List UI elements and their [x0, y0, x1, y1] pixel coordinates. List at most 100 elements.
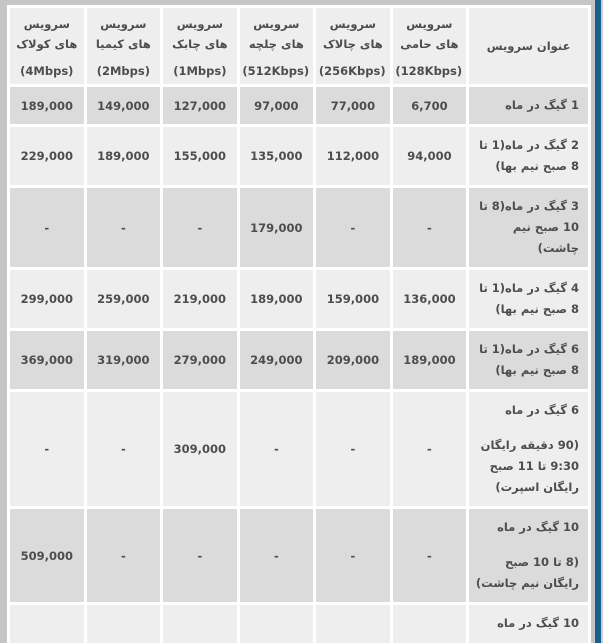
- row-title-text: 10 گیگ در ماه: [497, 520, 579, 534]
- table-row: 3 گیگ در ماه(8 تا 10 صبح نیم چاشت) - -179…: [10, 188, 588, 267]
- table-row: 6 گیگ در ماه(1 تا 8 صبح نیم بها) 189,000…: [10, 331, 588, 389]
- price-cell: 155,000: [163, 127, 237, 185]
- vertical-accent-bar: [595, 0, 601, 643]
- price-cell: 329,000: [239, 605, 314, 643]
- price-cell: -: [163, 509, 237, 602]
- price-cell: -: [10, 605, 84, 643]
- price-cell: 429,000: [86, 605, 161, 643]
- service-speed: (512Kbps): [242, 63, 310, 78]
- price-cell: -: [10, 188, 84, 267]
- row-title-text: (90 دقیقه رایگان 9:30 تا 11 صبح رایگان ا…: [480, 438, 579, 494]
- price-cell: 189,000: [10, 87, 84, 124]
- column-header: سرویس های چالاک (256Kbps): [316, 8, 390, 84]
- service-speed: (2Mbps): [96, 63, 150, 78]
- price-cell: 189,000: [392, 331, 467, 389]
- page-edge-strip: [601, 0, 603, 643]
- price-cell: -: [10, 392, 84, 506]
- table-row: 2 گیگ در ماه(1 تا 8 صبح نیم بها) 94,000 1…: [10, 127, 588, 185]
- column-header: سرویس های حامی (128Kbps): [392, 8, 467, 84]
- row-title-cell: 6 گیگ در ماه(1 تا 8 صبح نیم بها): [469, 331, 588, 389]
- price-cell: 509,000: [10, 509, 84, 602]
- row-title-text: 4 گیگ در ماه(1 تا 8 صبح نیم بها): [479, 281, 579, 316]
- price-cell: -: [392, 392, 467, 506]
- price-cell: 259,000: [86, 270, 161, 328]
- column-header: سرویس های کیمیا (2Mbps): [86, 8, 161, 84]
- price-cell: 189,000: [86, 127, 161, 185]
- price-cell: -: [239, 392, 314, 506]
- price-cell: 249,000: [239, 331, 314, 389]
- price-cell: -: [86, 188, 161, 267]
- service-speed: (128Kbps): [395, 63, 463, 78]
- service-name: سرویس های کیمیا: [95, 16, 151, 51]
- row-title-text: 6 گیگ در ماه: [505, 403, 579, 417]
- price-cell: -: [316, 392, 390, 506]
- service-name: سرویس های چالاک: [322, 16, 383, 51]
- price-cell: 112,000: [316, 127, 390, 185]
- price-cell: -: [392, 509, 467, 602]
- service-name: سرویس های کولاک: [16, 16, 78, 51]
- price-cell: 299,000: [10, 270, 84, 328]
- header-row: عنوان سرویس سرویس های حامی (128Kbps) سرو…: [10, 8, 588, 84]
- price-cell: -: [163, 188, 237, 267]
- column-header: سرویس های چابک (1Mbps): [163, 8, 237, 84]
- row-title-text: (8 تا 10 صبح رایگان نیم چاشت): [475, 555, 579, 590]
- row-title-text: 1 گیگ در ماه: [505, 98, 579, 112]
- price-cell: 77,000: [316, 87, 390, 124]
- price-cell: 149,000: [86, 87, 161, 124]
- price-cell: -: [316, 188, 390, 267]
- price-cell: 369,000: [10, 331, 84, 389]
- table-row: 1 گیگ در ماه 6,700 77,000 97,000 127,000 149…: [10, 87, 588, 124]
- service-speed: (1Mbps): [173, 63, 227, 78]
- service-speed: (4Mbps): [20, 63, 74, 78]
- price-cell: -: [392, 188, 467, 267]
- table-row: 4 گیگ در ماه(1 تا 8 صبح نیم بها) 136,000…: [10, 270, 588, 328]
- service-speed: (256Kbps): [318, 63, 386, 78]
- price-cell: 274,000: [316, 605, 390, 643]
- price-cell: -: [239, 509, 314, 602]
- price-cell: 189,000: [239, 270, 314, 328]
- table-body: 1 گیگ در ماه 6,700 77,000 97,000 127,000 149…: [10, 87, 588, 643]
- table-row: 10 گیگ در ماه (8 تا 10 صبح رایگان نیم چاش…: [10, 509, 588, 602]
- row-title-text: 3 گیگ در ماه(8 تا 10 صبح نیم چاشت): [479, 199, 579, 255]
- row-title-cell: 3 گیگ در ماه(8 تا 10 صبح نیم چاشت): [469, 188, 588, 267]
- column-header: سرویس های کولاک (4Mbps): [10, 8, 84, 84]
- table-row: 6 گیگ در ماه (90 دقیقه رایگان 9:30 تا 11 …: [10, 392, 588, 506]
- price-cell: 159,000: [316, 270, 390, 328]
- price-cell: 135,000: [239, 127, 314, 185]
- price-cell: 179,000: [239, 188, 314, 267]
- price-cell: 309,000: [163, 392, 237, 506]
- price-cell: 94,000: [392, 127, 467, 185]
- row-title-cell: 10 گیگ در ماه(1 تا 8 صبح رایگان): [469, 605, 588, 643]
- row-title-text: 10 گیگ در ماه: [497, 616, 579, 630]
- price-cell: 136,000: [392, 270, 467, 328]
- service-pricing-table: عنوان سرویس سرویس های حامی (128Kbps) سرو…: [7, 5, 591, 643]
- service-name: سرویس های چابک: [172, 16, 228, 51]
- price-cell: -: [392, 605, 467, 643]
- service-name: سرویس های حامی: [400, 16, 459, 51]
- price-cell: 6,700: [392, 87, 467, 124]
- price-cell: 229,000: [10, 127, 84, 185]
- service-name: سرویس های چلچه: [248, 16, 304, 51]
- price-cell: 319,000: [86, 331, 161, 389]
- column-header: سرویس های چلچه (512Kbps): [239, 8, 314, 84]
- price-cell: 97,000: [239, 87, 314, 124]
- price-cell: 219,000: [163, 270, 237, 328]
- row-title-cell: 4 گیگ در ماه(1 تا 8 صبح نیم بها): [469, 270, 588, 328]
- row-title-cell: 1 گیگ در ماه: [469, 87, 588, 124]
- row-title-cell: 2 گیگ در ماه(1 تا 8 صبح نیم بها): [469, 127, 588, 185]
- pricing-table-container: عنوان سرویس سرویس های حامی (128Kbps) سرو…: [7, 5, 591, 643]
- column-header-service-title: عنوان سرویس: [469, 8, 588, 84]
- table-row: 10 گیگ در ماه(1 تا 8 صبح رایگان) -274,00…: [10, 605, 588, 643]
- price-cell: -: [86, 392, 161, 506]
- row-title-text: 2 گیگ در ماه(1 تا 8 صبح نیم بها): [479, 138, 579, 173]
- price-cell: 279,000: [163, 331, 237, 389]
- price-cell: -: [316, 509, 390, 602]
- row-title-text: 6 گیگ در ماه(1 تا 8 صبح نیم بها): [479, 342, 579, 377]
- row-title-cell: 6 گیگ در ماه (90 دقیقه رایگان 9:30 تا 11 …: [469, 392, 588, 506]
- price-cell: 399,000: [163, 605, 237, 643]
- price-cell: 127,000: [163, 87, 237, 124]
- price-cell: 209,000: [316, 331, 390, 389]
- price-cell: -: [86, 509, 161, 602]
- row-title-cell: 10 گیگ در ماه (8 تا 10 صبح رایگان نیم چاش…: [469, 509, 588, 602]
